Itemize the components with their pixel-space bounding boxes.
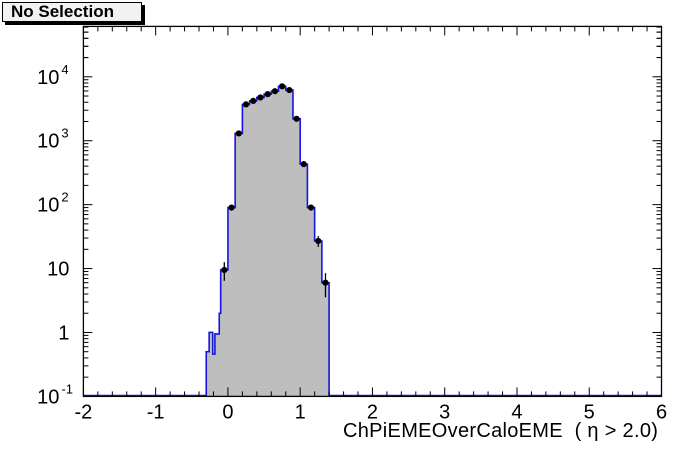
svg-text:4: 4 [61,62,68,77]
svg-text:1: 1 [58,322,69,344]
svg-text:10: 10 [37,67,59,89]
svg-text:2: 2 [367,401,378,423]
svg-text:3: 3 [439,401,450,423]
svg-text:10: 10 [37,386,59,408]
svg-text:5: 5 [584,401,595,423]
svg-text:10: 10 [37,131,59,153]
svg-text:4: 4 [511,401,522,423]
svg-text:-2: -2 [75,401,93,423]
svg-text:6: 6 [656,401,667,423]
svg-text:1: 1 [295,401,306,423]
svg-text:10: 10 [37,195,59,217]
svg-text:3: 3 [61,126,68,141]
svg-text:-1: -1 [147,401,165,423]
svg-text:2: 2 [61,190,68,205]
svg-text:0: 0 [222,401,233,423]
svg-text:-1: -1 [61,381,73,396]
svg-text:10: 10 [47,259,69,281]
